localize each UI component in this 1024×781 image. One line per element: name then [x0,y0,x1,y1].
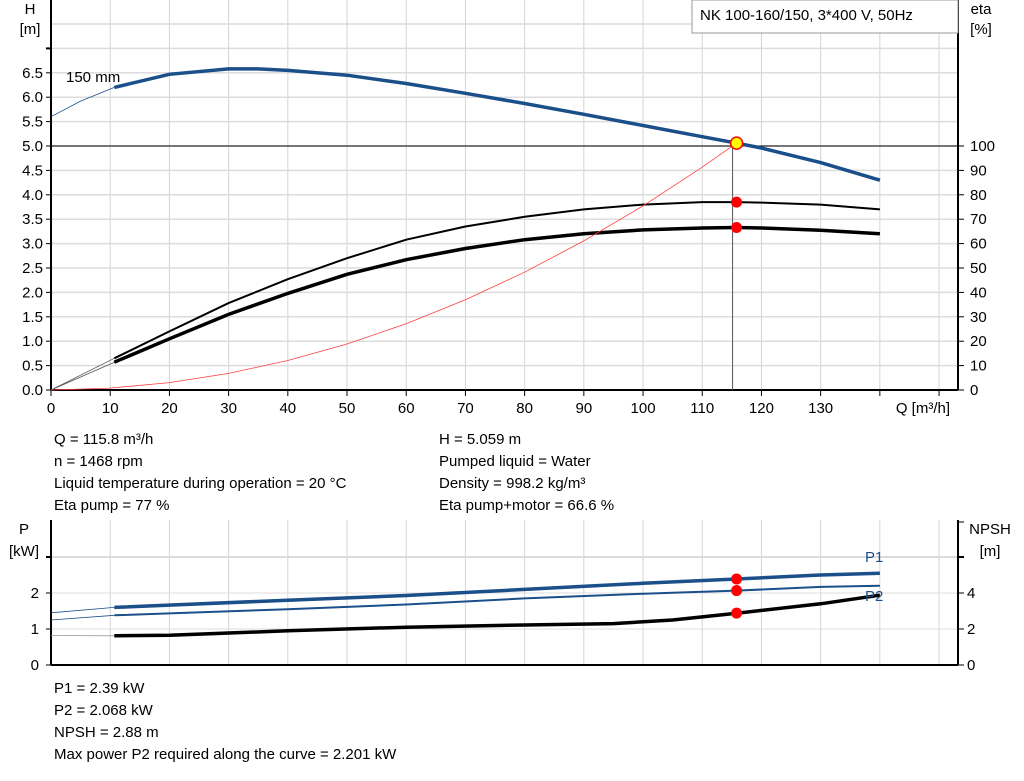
info-eta-pump: Eta pump = 77 % [54,497,170,514]
npsh-tick-label: 2 [967,621,975,638]
series-p2-extension [50,614,115,621]
y-tick-label: 5.0 [22,138,43,155]
title-box [691,0,959,34]
npsh-tick-label: 0 [967,657,975,674]
info-flow: Q = 115.8 m³/h [54,431,154,448]
y-tick-label: 4.5 [22,162,43,179]
y2-axis-label: eta [971,1,993,18]
y-axis-label: H [25,1,36,18]
x-tick-label: 80 [516,400,533,417]
npsh-axis-label: NPSH [969,521,1011,538]
series-eta_pump_motor-extension [50,361,115,391]
info-speed: n = 1468 rpm [54,453,143,470]
y-tick-label: 4.0 [22,187,43,204]
series-eta_pump-extension [50,357,115,391]
x-tick-label: 120 [749,400,774,417]
p-tick-label: 2 [31,585,39,602]
x-tick-label: 130 [808,400,833,417]
series-npsh [114,593,881,638]
npsh-tick-label: 4 [967,585,975,602]
x-tick-label: 100 [631,400,656,417]
npsh-axis-label-unit: [m] [980,543,1001,560]
duty-point-p1 [731,573,743,585]
info-p1: P1 = 2.39 kW [54,680,145,697]
y2-tick-label: 80 [970,187,987,204]
y-tick-label: 0.0 [22,382,43,399]
y-tick-label: 6.5 [22,65,43,82]
info-liquid-temp: Liquid temperature during operation = 20… [54,475,347,492]
x-tick-label: 90 [575,400,592,417]
x-tick-label: 60 [398,400,415,417]
series-system-curve [50,142,737,391]
curve-label: 150 mm [66,69,120,86]
info-max-p2: Max power P2 required along the curve = … [54,746,397,763]
series-H-extension [50,87,115,118]
x-tick-label: 110 [690,400,714,417]
p-tick-label: 1 [31,621,39,638]
p-axis-label: P [19,521,29,538]
y2-tick-label: 0 [970,382,978,399]
y2-tick-label: 50 [970,260,987,277]
y-tick-label: 3.5 [22,211,43,228]
series-label-p1: P1 [865,549,883,566]
y-tick-label: 3.0 [22,236,43,253]
y-tick-label: 1.5 [22,309,43,326]
series-p1 [114,571,880,610]
info-top-right: H = 5.059 m Pumped liquid = Water Densit… [439,429,614,517]
info-density: Density = 998.2 kg/m³ [439,475,586,492]
y-tick-label: 6.0 [22,89,43,106]
duty-point-npsh [731,607,743,619]
y-tick-label: 0.5 [22,358,43,375]
info-p2: P2 = 2.068 kW [54,702,153,719]
x-tick-label: 40 [279,400,296,417]
info-head: H = 5.059 m [439,431,522,448]
x-tick-label: 0 [47,400,55,417]
duty-point-eta-pump-motor [731,221,743,233]
y2-tick-label: 70 [970,211,987,228]
x-tick-label: 70 [457,400,474,417]
x-tick-label: 30 [220,400,237,417]
y2-tick-label: 20 [970,333,987,350]
series-H [113,67,881,182]
y-tick-label: 2.5 [22,260,43,277]
x-tick-label: 50 [339,400,356,417]
y2-tick-label: 40 [970,284,987,301]
x-tick-label: 10 [102,400,119,417]
duty-point-head [729,136,744,150]
series-p1-extension [50,607,115,614]
y2-tick-label: 100 [970,138,995,155]
y2-tick-label: 10 [970,358,987,375]
y2-tick-label: 90 [970,162,987,179]
p-tick-label: 0 [31,657,39,674]
y2-tick-label: 30 [970,309,987,326]
duty-point-p2 [731,585,743,597]
y2-tick-label: 60 [970,236,987,253]
chart-title: NK 100-160/150, 3*400 V, 50Hz [700,7,913,24]
info-eta-pump-motor: Eta pump+motor = 66.6 % [439,497,615,514]
y-tick-label: 1.0 [22,333,43,350]
series-eta_pump [113,201,880,360]
x-axis-label: Q [m³/h] [896,400,950,417]
info-bottom: P1 = 2.39 kW P2 = 2.068 kW NPSH = 2.88 m… [54,678,396,766]
info-pumped-liquid: Pumped liquid = Water [439,453,591,470]
y-axis-label-unit: [m] [20,21,41,38]
info-npsh: NPSH = 2.88 m [54,724,159,741]
p-axis-label-unit: [kW] [9,543,39,560]
series-label-p2: P2 [865,588,883,605]
info-top-left: Q = 115.8 m³/h n = 1468 rpm Liquid tempe… [54,429,346,517]
x-tick-label: 20 [161,400,178,417]
series-eta_pump_motor [113,225,881,364]
duty-point-eta-pump [731,196,743,208]
y-tick-label: 2.0 [22,284,43,301]
y2-axis-label-unit: [%] [970,21,992,38]
series-p2 [114,584,880,617]
y-tick-label: 5.5 [22,114,43,131]
